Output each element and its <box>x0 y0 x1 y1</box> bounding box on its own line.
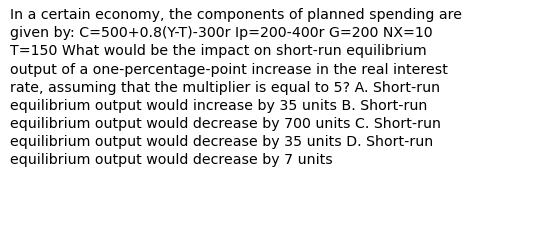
Text: In a certain economy, the components of planned spending are
given by: C=500+0.8: In a certain economy, the components of … <box>10 8 462 167</box>
